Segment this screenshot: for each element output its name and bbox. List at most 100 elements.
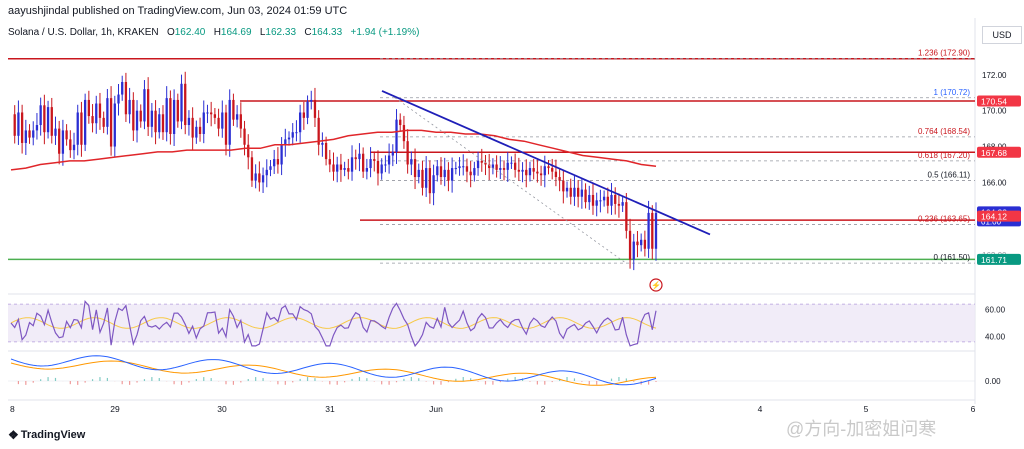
candle-body[interactable] xyxy=(502,168,506,170)
event-marker-icon[interactable] xyxy=(649,278,663,292)
candle-body[interactable] xyxy=(180,83,183,122)
candle-body[interactable] xyxy=(580,189,584,197)
candle-body[interactable] xyxy=(584,189,587,203)
candle-body[interactable] xyxy=(321,142,324,145)
candle-body[interactable] xyxy=(124,82,128,115)
candle-body[interactable] xyxy=(425,168,428,188)
candle-body[interactable] xyxy=(369,159,372,169)
candle-body[interactable] xyxy=(551,168,554,172)
candle-body[interactable] xyxy=(235,114,239,120)
candle-body[interactable] xyxy=(91,116,94,124)
candle-body[interactable] xyxy=(198,126,202,134)
candle-body[interactable] xyxy=(83,99,87,145)
candle-body[interactable] xyxy=(17,112,20,136)
candle-body[interactable] xyxy=(302,112,305,118)
candle-body[interactable] xyxy=(191,117,194,138)
candle-body[interactable] xyxy=(373,159,376,161)
candle-body[interactable] xyxy=(121,82,124,95)
candle-body[interactable] xyxy=(428,168,432,194)
candle-body[interactable] xyxy=(165,98,168,133)
candle-body[interactable] xyxy=(106,98,109,127)
candle-body[interactable] xyxy=(436,166,439,176)
candle-body[interactable] xyxy=(224,112,228,145)
candle-body[interactable] xyxy=(413,159,417,178)
candle-body[interactable] xyxy=(399,119,402,126)
candle-body[interactable] xyxy=(258,173,261,183)
candle-body[interactable] xyxy=(195,126,198,138)
candle-body[interactable] xyxy=(54,128,57,136)
candle-body[interactable] xyxy=(269,166,272,170)
candle-body[interactable] xyxy=(184,83,187,126)
macd-line[interactable] xyxy=(10,355,657,386)
candle-body[interactable] xyxy=(465,166,469,172)
candle-body[interactable] xyxy=(362,153,365,172)
candle-body[interactable] xyxy=(602,196,606,201)
candle-body[interactable] xyxy=(473,168,476,176)
candle-body[interactable] xyxy=(536,171,539,174)
candle-body[interactable] xyxy=(350,157,354,172)
candle-body[interactable] xyxy=(128,99,131,115)
price-tag-0[interactable] xyxy=(977,95,1021,107)
candle-body[interactable] xyxy=(621,202,624,206)
candle-body[interactable] xyxy=(95,103,98,124)
candle-body[interactable] xyxy=(113,103,116,147)
candle-body[interactable] xyxy=(154,110,157,133)
candle-body[interactable] xyxy=(491,164,495,169)
candle-body[interactable] xyxy=(343,168,346,170)
candle-body[interactable] xyxy=(339,164,343,170)
candle-body[interactable] xyxy=(588,194,591,203)
candle-body[interactable] xyxy=(169,98,172,134)
candle-body[interactable] xyxy=(513,162,517,170)
candle-body[interactable] xyxy=(402,125,406,142)
candle-body[interactable] xyxy=(87,99,90,117)
price-tag-1[interactable] xyxy=(977,146,1021,158)
candle-body[interactable] xyxy=(46,107,50,133)
candle-body[interactable] xyxy=(547,166,550,169)
candle-body[interactable] xyxy=(284,139,287,145)
candle-body[interactable] xyxy=(488,164,491,169)
candle-body[interactable] xyxy=(228,99,231,145)
candle-body[interactable] xyxy=(273,159,276,167)
candle-body[interactable] xyxy=(295,132,298,134)
candle-body[interactable] xyxy=(213,114,217,118)
candle-body[interactable] xyxy=(102,117,105,127)
candle-body[interactable] xyxy=(28,130,31,138)
candle-body[interactable] xyxy=(43,105,46,133)
candle-body[interactable] xyxy=(432,175,435,194)
candle-body[interactable] xyxy=(628,230,632,260)
candle-body[interactable] xyxy=(521,169,524,172)
moving-average-line[interactable] xyxy=(10,129,657,171)
candle-body[interactable] xyxy=(614,194,617,204)
candle-body[interactable] xyxy=(65,130,68,140)
candle-body[interactable] xyxy=(298,112,302,133)
candle-body[interactable] xyxy=(69,139,72,151)
candle-body[interactable] xyxy=(651,212,654,249)
candle-body[interactable] xyxy=(161,114,165,133)
candle-body[interactable] xyxy=(232,99,235,120)
candle-body[interactable] xyxy=(654,212,658,249)
candle-body[interactable] xyxy=(410,159,413,165)
candle-body[interactable] xyxy=(336,164,339,172)
candle-body[interactable] xyxy=(640,239,643,246)
tradingview-logo[interactable]: ❖ TradingView xyxy=(8,428,85,442)
candle-body[interactable] xyxy=(528,168,532,176)
candle-body[interactable] xyxy=(617,203,621,206)
candle-body[interactable] xyxy=(421,169,424,188)
candle-body[interactable] xyxy=(176,99,179,122)
candle-body[interactable] xyxy=(384,164,387,166)
candle-body[interactable] xyxy=(354,157,357,160)
candle-body[interactable] xyxy=(80,112,83,145)
candle-body[interactable] xyxy=(324,142,328,160)
candle-body[interactable] xyxy=(35,125,39,131)
candle-body[interactable] xyxy=(291,132,294,138)
candle-body[interactable] xyxy=(610,194,613,206)
candle-body[interactable] xyxy=(606,196,609,206)
candle-body[interactable] xyxy=(61,130,65,154)
candle-body[interactable] xyxy=(20,112,24,143)
candle-body[interactable] xyxy=(143,89,146,122)
candle-body[interactable] xyxy=(480,160,483,163)
symbol-title[interactable]: Solana / U.S. Dollar, 1h, KRAKEN xyxy=(8,27,159,38)
candle-body[interactable] xyxy=(376,160,380,174)
candle-body[interactable] xyxy=(187,117,191,126)
candle-body[interactable] xyxy=(32,130,35,138)
